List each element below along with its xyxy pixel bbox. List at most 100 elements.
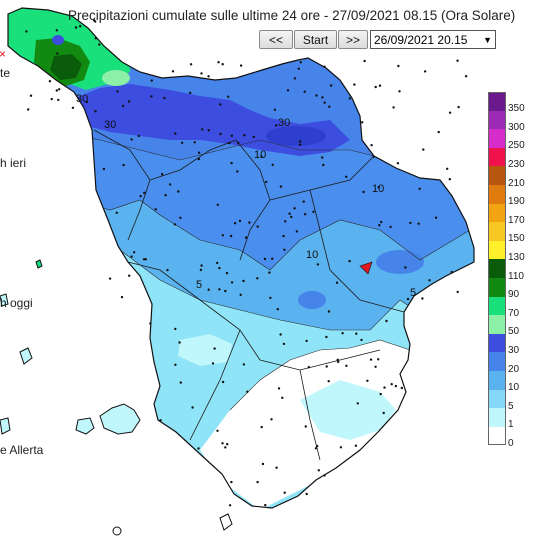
station-dot[interactable] [457,105,460,109]
station-dot[interactable] [321,156,324,159]
station-dot[interactable] [243,134,246,137]
station-dot[interactable] [315,444,319,448]
station-dot[interactable] [248,221,251,224]
station-dot[interactable] [216,261,219,265]
station-dot[interactable] [293,207,296,210]
station-dot[interactable] [264,503,267,507]
station-dot[interactable] [55,29,58,32]
station-dot[interactable] [372,155,375,158]
station-dot[interactable] [55,89,58,92]
station-dot[interactable] [256,277,259,280]
station-dot[interactable] [48,80,52,83]
station-dot[interactable] [323,65,326,68]
station-dot[interactable] [383,386,386,389]
station-dot[interactable] [197,157,201,161]
station-dot[interactable] [398,90,401,93]
station-dot[interactable] [354,444,358,447]
station-dot[interactable] [378,224,381,227]
station-dot[interactable] [219,132,222,136]
station-dot[interactable] [446,167,449,170]
station-dot[interactable] [448,111,452,114]
station-dot[interactable] [380,220,383,224]
station-dot[interactable] [200,72,203,75]
previous-button[interactable]: << [259,30,293,49]
side-label-1[interactable]: te [0,66,11,80]
station-dot[interactable] [79,25,82,28]
side-label-3[interactable]: h oggi [0,296,33,310]
station-dot[interactable] [271,163,274,166]
side-label-4[interactable]: e Allerta [0,443,44,457]
station-dot[interactable] [154,208,157,211]
station-dot[interactable] [374,365,377,368]
close-marker-icon[interactable]: × [0,47,6,61]
station-dot[interactable] [71,106,75,110]
station-dot[interactable] [256,225,259,228]
station-dot[interactable] [409,221,412,225]
station-dot[interactable] [27,108,30,111]
station-dot[interactable] [159,419,162,422]
station-dot[interactable] [197,151,201,154]
station-dot[interactable] [273,108,277,112]
station-dot[interactable] [323,101,326,104]
station-dot[interactable] [143,191,146,194]
station-dot[interactable] [305,492,308,496]
station-dot[interactable] [385,319,388,323]
station-dot[interactable] [269,296,272,300]
station-dot[interactable] [221,380,225,384]
station-dot[interactable] [345,175,348,178]
station-dot[interactable] [137,134,140,138]
station-dot[interactable] [290,215,293,219]
station-dot[interactable] [150,95,153,98]
station-dot[interactable] [316,263,320,266]
station-dot[interactable] [130,255,133,258]
station-dot[interactable] [179,216,182,219]
station-dot[interactable] [406,297,410,301]
station-dot[interactable] [178,341,181,344]
station-dot[interactable] [279,185,283,188]
station-dot[interactable] [191,406,194,409]
station-dot[interactable] [404,266,407,269]
station-dot[interactable] [130,138,133,141]
station-dot[interactable] [275,466,278,469]
station-dot[interactable] [307,366,310,369]
station-dot[interactable] [225,271,229,275]
station-dot[interactable] [423,70,427,73]
station-dot[interactable] [303,90,306,93]
station-dot[interactable] [418,187,421,190]
station-dot[interactable] [314,447,318,450]
station-dot[interactable] [421,297,424,300]
station-dot[interactable] [132,251,136,254]
station-dot[interactable] [174,363,177,366]
station-dot[interactable] [149,322,152,325]
station-dot[interactable] [282,234,285,238]
station-dot[interactable] [224,446,227,449]
station-dot[interactable] [127,100,131,103]
station-dot[interactable] [295,230,299,233]
station-dot[interactable] [400,386,403,390]
station-dot[interactable] [211,362,215,365]
station-dot[interactable] [377,186,380,189]
station-dot[interactable] [284,220,287,223]
station-dot[interactable] [121,104,125,108]
station-dot[interactable] [361,121,364,124]
station-dot[interactable] [236,170,239,173]
station-dot[interactable] [374,85,377,89]
station-dot[interactable] [139,194,142,198]
station-dot[interactable] [397,64,400,68]
station-dot[interactable] [422,148,425,151]
station-dot[interactable] [216,429,219,432]
station-dot[interactable] [379,392,382,396]
station-dot[interactable] [224,289,227,293]
station-dot[interactable] [221,442,224,445]
station-dot[interactable] [464,75,468,78]
station-dot[interactable] [450,270,453,274]
station-dot[interactable] [378,84,382,87]
station-dot[interactable] [160,173,164,176]
station-dot[interactable] [242,279,245,283]
station-dot[interactable] [277,387,281,390]
station-dot[interactable] [288,212,291,215]
station-dot[interactable] [286,89,290,92]
station-dot[interactable] [230,134,233,137]
station-dot[interactable] [228,504,232,507]
side-label-2[interactable]: h ieri [0,156,27,170]
